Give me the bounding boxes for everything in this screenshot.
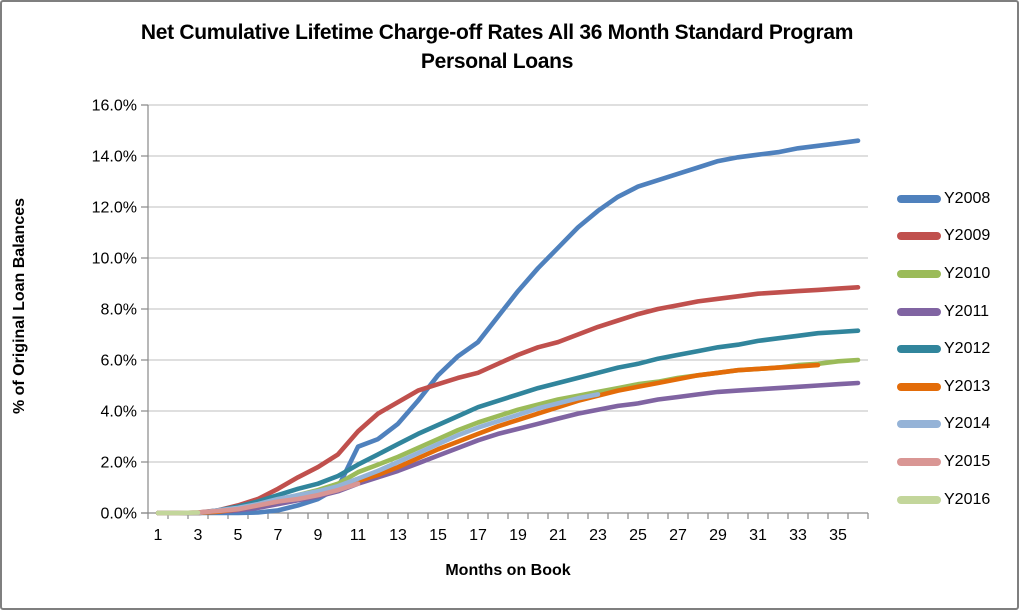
legend-entry-y2008: Y2008 [897,180,990,218]
x-tick-label: 31 [749,527,767,544]
legend-label-y2012: Y2012 [944,340,991,358]
legend-entry-y2010: Y2010 [897,255,990,293]
y-tick-label: 8.0% [101,302,137,319]
legend-label-y2013: Y2013 [944,377,991,395]
x-tick-label: 15 [429,527,447,544]
chart-title-line2: Personal Loans [420,50,574,73]
legend-entry-y2015: Y2015 [897,443,990,481]
legend-label-y2008: Y2008 [944,189,991,207]
x-tick-label: 33 [789,527,807,544]
series-line-y2010 [155,357,861,516]
series-line-y2011 [155,380,861,516]
x-axis-title: Months on Book [445,562,571,579]
x-tick-label: 19 [509,527,527,544]
legend-swatch-y2015 [897,457,941,466]
x-tick-label: 23 [589,527,607,544]
series-line-y2016 [155,510,201,516]
chart-title: Net Cumulative Lifetime Charge-off Rates… [62,18,932,76]
legend-swatch-y2010 [897,269,941,278]
legend-label-y2015: Y2015 [944,452,991,470]
legend-entry-y2014: Y2014 [897,406,990,444]
y-tick-label: 4.0% [101,404,137,421]
x-tick-label: 3 [194,527,203,544]
legend-entry-y2013: Y2013 [897,368,990,406]
y-tick-label: 6.0% [101,353,137,370]
legend: Y2008 Y2009 Y2010 Y2011 Y2012 Y2013 Y2014 Y2015… [897,180,990,518]
legend-entry-y2011: Y2011 [897,293,990,331]
y-tick-label: 14.0% [92,149,137,166]
legend-entry-y2016: Y2016 [897,481,990,519]
legend-entry-y2009: Y2009 [897,218,990,256]
chart-title-line1: Net Cumulative Lifetime Charge-off Rates… [140,21,854,44]
x-tick-label: 25 [629,527,647,544]
y-axis-title: % of Original Loan Balances [11,197,28,415]
x-tick-label: 27 [669,527,687,544]
x-tick-label: 21 [549,527,567,544]
x-tick-label: 5 [234,527,243,544]
y-tick-label: 2.0% [101,455,137,472]
legend-swatch-y2014 [897,420,941,429]
legend-label-y2010: Y2010 [944,264,991,282]
legend-swatch-y2012 [897,345,941,354]
legend-swatch-y2008 [897,194,941,203]
series-line-y2012 [155,328,861,516]
y-tick-label: 10.0% [92,251,137,268]
legend-swatch-y2013 [897,382,941,391]
x-tick-label: 9 [314,527,323,544]
x-tick-label: 29 [709,527,727,544]
legend-label-y2014: Y2014 [944,415,991,433]
x-tick-label: 17 [469,527,487,544]
x-tick-label: 1 [154,527,163,544]
x-tick-label: 13 [389,527,407,544]
y-tick-label: 0.0% [101,506,137,523]
legend-label-y2009: Y2009 [944,227,991,245]
legend-swatch-y2011 [897,307,941,316]
series-line-y2009 [155,284,861,516]
legend-swatch-y2016 [897,495,941,504]
legend-entry-y2012: Y2012 [897,330,990,368]
legend-swatch-y2009 [897,232,941,241]
x-tick-label: 35 [829,527,847,544]
y-tick-label: 16.0% [92,98,137,115]
x-tick-label: 7 [274,527,283,544]
x-tick-label: 11 [350,527,367,544]
series-line-y2008 [155,138,861,516]
y-tick-label: 12.0% [92,200,137,217]
legend-label-y2016: Y2016 [944,490,991,508]
legend-label-y2011: Y2011 [944,302,990,320]
